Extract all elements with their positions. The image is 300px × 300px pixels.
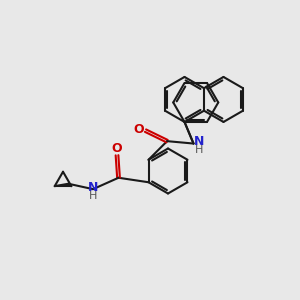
Text: H: H <box>88 191 97 201</box>
Text: N: N <box>194 135 204 148</box>
Text: H: H <box>195 145 203 154</box>
Text: O: O <box>112 142 122 155</box>
Text: N: N <box>88 182 98 194</box>
Text: O: O <box>134 123 144 136</box>
